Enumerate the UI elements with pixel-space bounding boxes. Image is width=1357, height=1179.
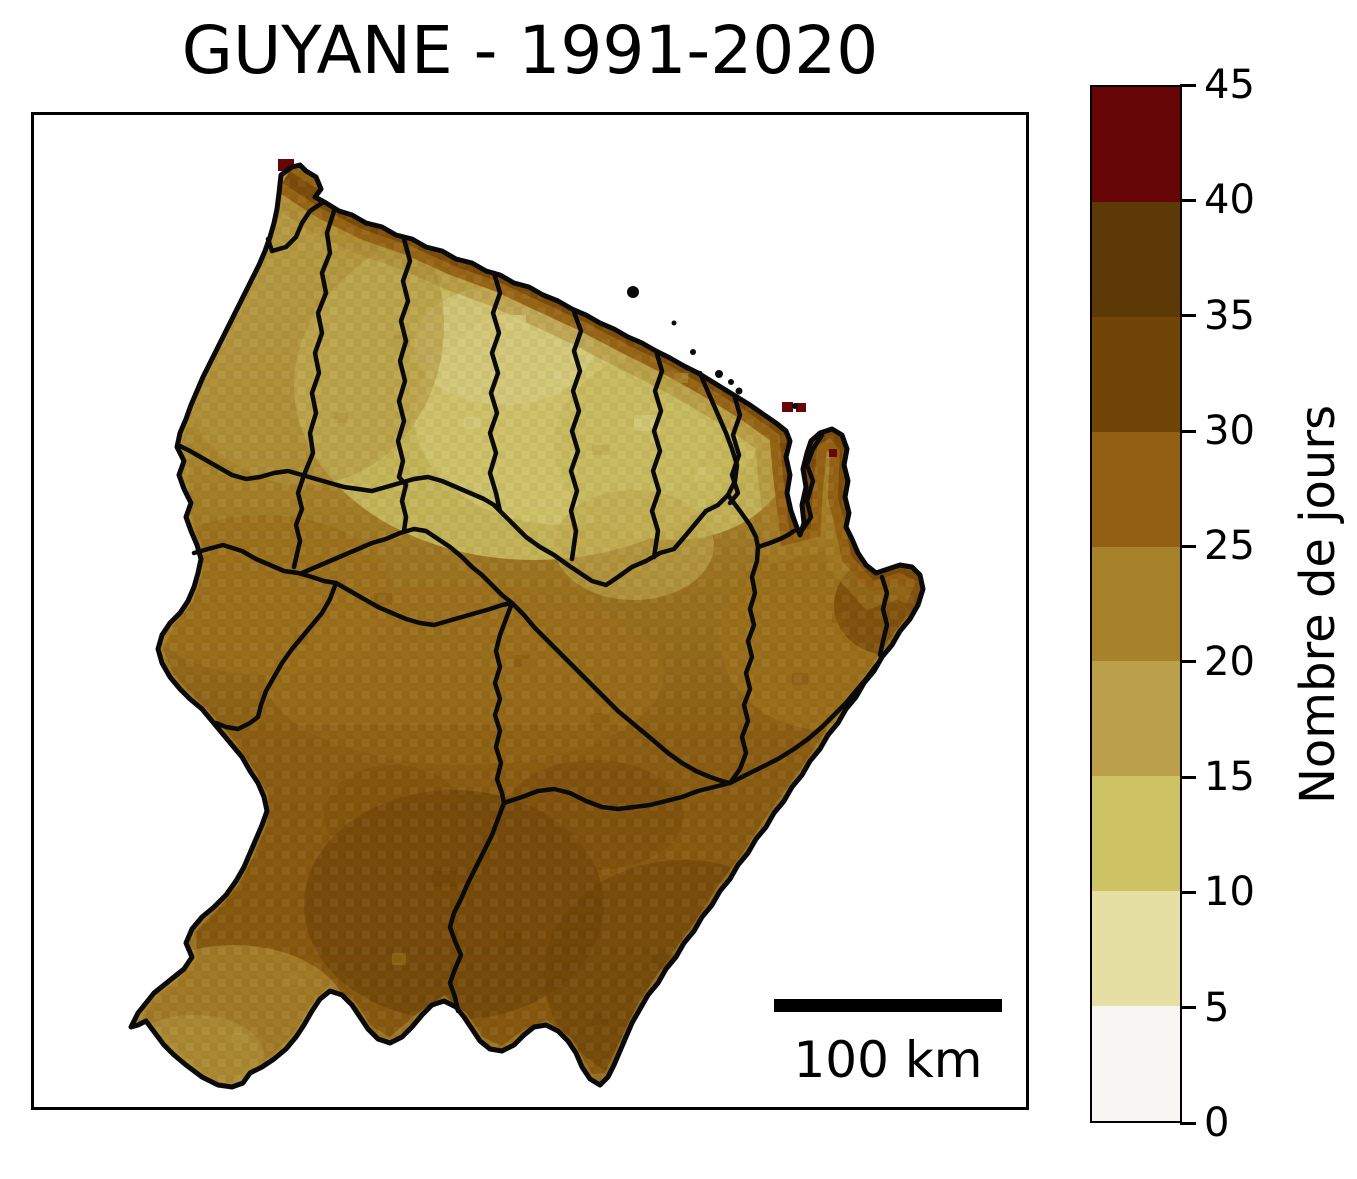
colorbar-tick (1180, 890, 1196, 894)
colorbar-segment (1092, 546, 1180, 662)
colorbar-tick (1180, 544, 1196, 548)
figure-title: GUYANE - 1991-2020 (181, 12, 879, 89)
colorbar-tick-label: 45 (1204, 62, 1255, 108)
guiana-map-svg: 100 km (128, 159, 1002, 1090)
colorbar-segment (1092, 431, 1180, 547)
colorbar-tick-label: 30 (1204, 408, 1255, 454)
colorbar-segment (1092, 661, 1180, 777)
colorbar-tick (1180, 775, 1196, 779)
colorbar-tick (1180, 660, 1196, 664)
colorbar-tick-label: 0 (1204, 1100, 1230, 1146)
scale-bar-label: 100 km (794, 1031, 983, 1089)
colorbar-tick-label: 35 (1204, 293, 1255, 339)
scale-bar (774, 999, 1002, 1012)
colorbar-tick (1180, 429, 1196, 433)
map-frame: 100 km (31, 112, 1029, 1110)
colorbar-tick-label: 20 (1204, 639, 1255, 685)
colorbar-tick-label: 5 (1204, 985, 1230, 1031)
colorbar-segment (1092, 201, 1180, 317)
island-dot-small (792, 403, 798, 409)
island-dots (627, 286, 743, 395)
colorbar-segment (1092, 87, 1180, 202)
colorbar-tick (1180, 83, 1196, 87)
red-islands (782, 402, 837, 457)
colorbar-tick-label: 15 (1204, 754, 1255, 800)
land-outline (128, 162, 926, 1090)
colorbar-tick (1180, 198, 1196, 202)
colorbar-segment (1092, 776, 1180, 892)
colorbar-segment (1092, 891, 1180, 1007)
colorbar-tick-label: 25 (1204, 523, 1255, 569)
colorbar (1090, 85, 1182, 1123)
colorbar-segment (1092, 316, 1180, 432)
colorbar-tick (1180, 314, 1196, 318)
commune-borders (175, 200, 890, 1014)
colorbar-tick (1180, 1121, 1196, 1125)
colorbar-tick-label: 10 (1204, 869, 1255, 915)
colorbar-axis-label: Nombre de jours (1290, 404, 1346, 804)
colorbar-segment (1092, 1006, 1180, 1122)
colorbar-tick-label: 40 (1204, 177, 1255, 223)
colorbar-tick (1180, 1006, 1196, 1010)
